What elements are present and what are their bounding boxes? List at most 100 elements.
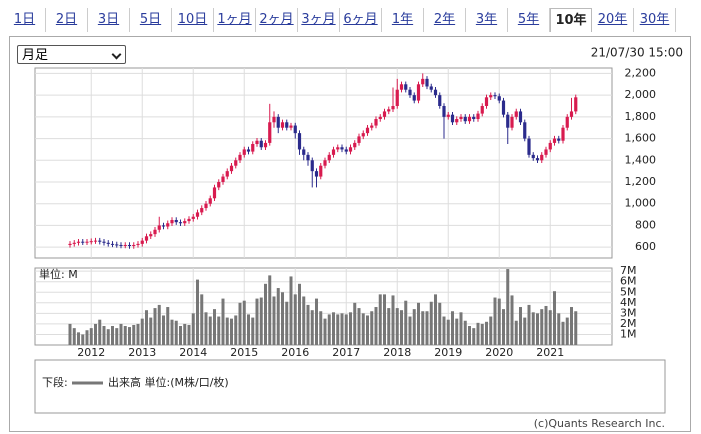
volume-bar: [574, 311, 578, 345]
volume-bar: [247, 314, 250, 345]
period-select[interactable]: 月足: [17, 45, 126, 64]
candle-body: [280, 122, 285, 128]
candle-body: [480, 106, 484, 114]
volume-bar: [68, 323, 72, 345]
volume-bar: [497, 298, 501, 345]
period-tab[interactable]: 1年: [382, 8, 424, 32]
period-tab[interactable]: 5年: [508, 8, 550, 32]
legend-label: 出来高 単位:(M株/口/枚): [108, 375, 229, 389]
candle-body: [561, 127, 565, 141]
y-tick-label: 1,400: [625, 153, 657, 166]
candle-body: [106, 242, 110, 244]
candle-body: [501, 100, 506, 115]
candle-body: [161, 225, 166, 227]
candle-body: [110, 243, 115, 245]
volume-bar: [132, 324, 136, 345]
candle-body: [268, 122, 272, 143]
volume-bar: [540, 309, 544, 345]
volume-bar: [387, 308, 391, 345]
candle-body: [68, 243, 72, 245]
volume-bar: [285, 301, 289, 345]
candle-body: [174, 220, 178, 223]
period-tab[interactable]: 3年: [466, 8, 508, 32]
candle-body: [446, 114, 450, 117]
volume-bar: [302, 296, 306, 345]
volume-bar: [298, 283, 301, 345]
volume-bar: [225, 317, 229, 345]
period-tab[interactable]: 2日: [46, 8, 88, 32]
candle-body: [221, 176, 225, 182]
candle-body: [323, 160, 327, 166]
volume-bar: [234, 315, 238, 345]
candle-body: [476, 113, 480, 120]
candle-body: [574, 97, 578, 112]
period-tab[interactable]: 3日: [88, 8, 130, 32]
volume-bar: [166, 307, 170, 345]
period-tab[interactable]: 30年: [634, 8, 676, 32]
volume-bar: [472, 328, 476, 345]
period-tab[interactable]: 5日: [130, 8, 172, 32]
period-tab[interactable]: 1日: [4, 8, 46, 32]
period-tab[interactable]: 2年: [424, 8, 466, 32]
candle-body: [433, 89, 438, 96]
candle-body: [76, 241, 81, 243]
candle-body: [399, 84, 404, 90]
candle-body: [353, 142, 357, 148]
candle-body: [535, 158, 540, 161]
period-tab[interactable]: 2ヶ月: [256, 8, 298, 32]
candle-body: [565, 116, 569, 128]
y-tick-label: 1,600: [625, 132, 657, 145]
candle-body: [195, 212, 200, 217]
candle-body: [132, 244, 136, 247]
candle-body: [548, 142, 552, 150]
candle-body: [89, 241, 93, 243]
volume-bar: [400, 310, 403, 345]
volume-bar: [204, 312, 208, 345]
volume-bar: [149, 317, 153, 345]
volume-bar: [502, 309, 505, 345]
volume-bar: [106, 329, 110, 345]
volume-bar: [174, 320, 178, 345]
y-tick-label: 3M: [620, 306, 637, 319]
candle-body: [234, 160, 238, 166]
candle-body: [540, 154, 544, 161]
candle-body: [238, 154, 242, 161]
volume-bar: [111, 326, 114, 345]
candle-body: [208, 198, 212, 204]
volume-bar: [519, 307, 522, 345]
candle-body: [327, 154, 331, 161]
candle-body: [391, 106, 395, 110]
volume-bar: [196, 279, 199, 345]
candle-body: [212, 187, 217, 199]
candle-body: [412, 95, 416, 101]
candle-body: [119, 244, 123, 246]
candle-body: [285, 122, 289, 128]
volume-bar: [136, 323, 140, 345]
candle-body: [259, 140, 263, 148]
period-tab[interactable]: 20年: [592, 8, 634, 32]
period-tab[interactable]: 1ヶ月: [214, 8, 256, 32]
chart-panel: [9, 36, 691, 432]
volume-bar: [446, 319, 450, 345]
volume-bar: [395, 308, 399, 345]
period-tab[interactable]: 3ヶ月: [298, 8, 340, 32]
candle-body: [429, 86, 433, 90]
volume-bar: [162, 315, 165, 345]
volume-bar: [102, 326, 106, 345]
volume-bar: [289, 276, 293, 345]
period-tab[interactable]: 10年: [550, 8, 592, 32]
volume-bar: [523, 317, 527, 345]
y-tick-label: 1,000: [625, 197, 657, 210]
y-tick-label: 1M: [620, 327, 637, 340]
volume-bar: [217, 316, 221, 345]
volume-bar: [94, 323, 97, 345]
period-tab[interactable]: 6ヶ月: [340, 8, 382, 32]
candle-body: [378, 116, 382, 120]
volume-bar: [438, 302, 442, 345]
period-tab[interactable]: 10日: [172, 8, 214, 32]
volume-bar: [404, 300, 408, 345]
volume-bar: [349, 312, 352, 345]
candle-body: [217, 182, 221, 188]
volume-bar: [81, 334, 85, 345]
